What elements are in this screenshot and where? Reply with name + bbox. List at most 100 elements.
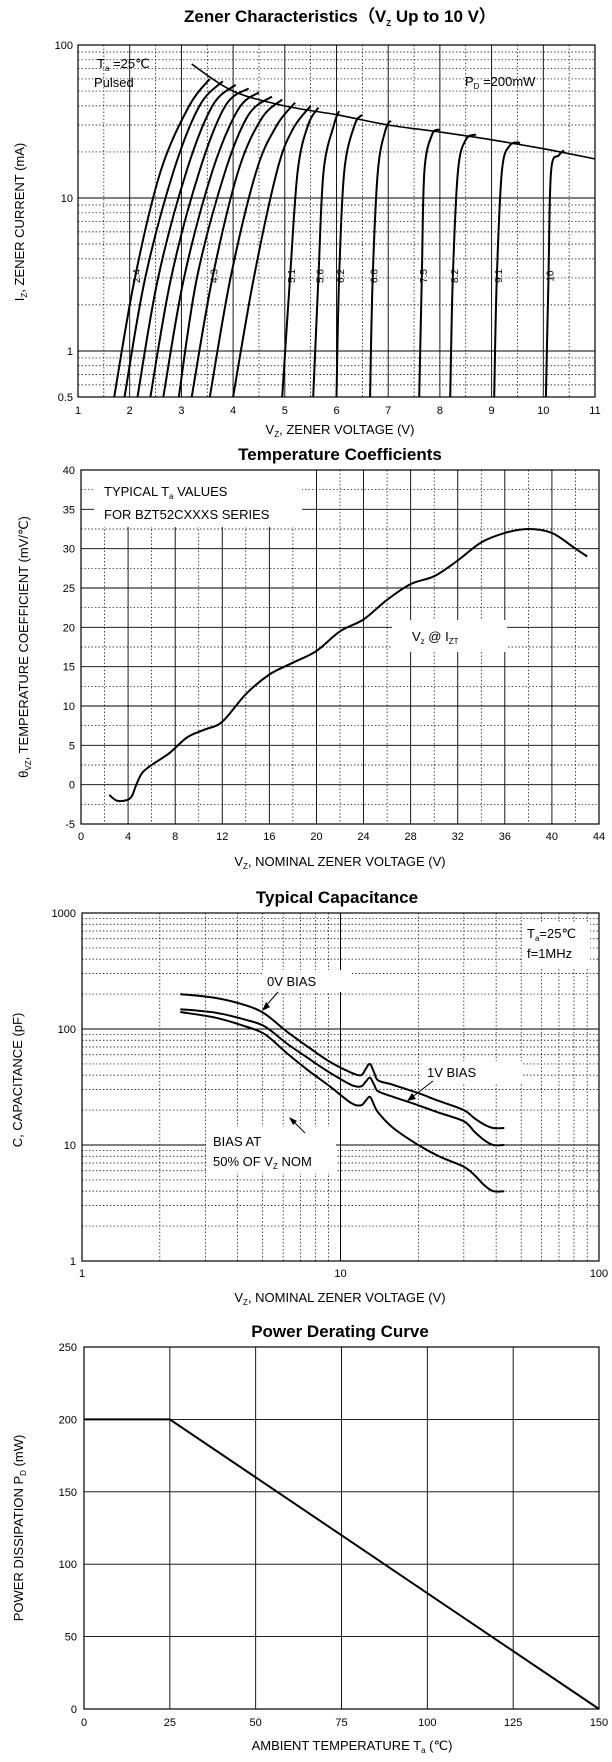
x-tick-label: 75 (335, 1717, 347, 1729)
x-tick-label: 4 (125, 831, 131, 843)
zener-curve (162, 91, 260, 398)
curve-label: 4.3 (209, 269, 220, 283)
zener-curve (177, 95, 273, 398)
chart3-half-bias-label-line1: BIAS AT (213, 1134, 261, 1149)
x-tick-label: 20 (310, 831, 322, 843)
capacitance-curve (180, 993, 505, 1130)
typical-capacitance-chart: Typical Capacitance 1 10 100 1000 100 10 1 Ta=… (10, 888, 608, 1307)
x-tick-label: 6 (333, 405, 339, 417)
y-tick-label: 0.5 (58, 392, 73, 404)
chart1-pulsed-annotation: Pulsed (94, 75, 134, 90)
chart3-half-bias-arrowhead (289, 1117, 297, 1125)
x-tick-label: 8 (172, 831, 178, 843)
x-tick-label: 5 (282, 405, 288, 417)
x-tick-label: 50 (250, 1717, 262, 1729)
x-tick-label: 150 (590, 1717, 608, 1729)
y-tick-label: 40 (63, 465, 75, 477)
chart3-zero-bias-arrowhead (262, 1002, 270, 1011)
zener-curve (281, 107, 320, 398)
chart2-typical-annotation: TYPICAL Ta VALUES (104, 484, 228, 501)
chart3-one-bias-arrowhead (407, 1093, 416, 1101)
x-tick-label: 2 (127, 405, 133, 417)
x-tick-label: 11 (589, 405, 600, 417)
chart3-grid (82, 913, 599, 1261)
y-tick-label: 10 (64, 1140, 76, 1152)
x-tick-label: 8 (437, 405, 443, 417)
chart2-title: Temperature Coefficients (238, 445, 442, 464)
chart2-series-annotation: FOR BZT52CXXXS SERIES (104, 507, 270, 522)
x-tick-label: 100 (590, 1268, 608, 1280)
x-tick-label: 3 (178, 405, 184, 417)
chart3-series (180, 993, 505, 1193)
zener-curve (190, 98, 283, 398)
chart3-one-bias-background (422, 1061, 522, 1083)
x-tick-label: 40 (546, 831, 558, 843)
x-tick-label: 32 (452, 831, 464, 843)
chart4-frame (83, 1346, 600, 1710)
x-tick-label: 7 (385, 405, 391, 417)
x-tick-label: 4 (230, 405, 236, 417)
chart2-y-axis-label: θVZ, TEMPERATURE COEFFICIENT (mV/℃) (16, 516, 33, 778)
x-tick-label: 44 (593, 831, 605, 843)
chart3-x-axis-label: VZ, NOMINAL ZENER VOLTAGE (V) (234, 1290, 445, 1307)
chart4-title: Power Derating Curve (251, 1322, 429, 1341)
chart1-title: Zener Characteristics（VZ Up to 10 V） (184, 6, 496, 28)
x-tick-label: 16 (263, 831, 275, 843)
chart1-ta-annotation: Ta =25℃ (97, 56, 150, 73)
zener-curve (449, 133, 477, 398)
chart4-series (84, 1418, 600, 1710)
chart2-frame (80, 469, 600, 825)
zener-curve (208, 101, 296, 398)
y-tick-label: 0 (69, 780, 75, 792)
curve-label: 10 (546, 270, 557, 282)
zener-characteristics-chart: Zener Characteristics（VZ Up to 10 V） 2.4… (12, 6, 601, 439)
x-tick-label: 10 (334, 1268, 346, 1280)
zener-curve (493, 141, 521, 398)
chart2-vz-iz-annotation: Vz @ IZT (412, 629, 459, 646)
derating-curve (84, 1418, 600, 1710)
x-tick-label: 0 (78, 831, 84, 843)
zener-curve (544, 149, 565, 398)
chart2-series (108, 527, 588, 802)
temp-coefficient-curve (108, 527, 588, 802)
y-tick-label: 100 (55, 40, 73, 52)
chart3-zero-bias-background (262, 970, 352, 992)
chart2-annotation-background (392, 620, 507, 652)
curve-label: 5.6 (315, 269, 326, 283)
zener-curve (335, 113, 364, 398)
y-tick-label: 10 (61, 193, 73, 205)
y-tick-label: 200 (59, 1414, 77, 1426)
y-tick-label: 15 (63, 662, 75, 674)
chart1-x-axis-label: VZ, ZENER VOLTAGE (V) (266, 422, 415, 439)
curve-label: 9.1 (494, 269, 505, 283)
chart1-frame (77, 44, 596, 398)
power-derating-chart: Power Derating Curve 0 25 50 75 100 125 150 0 50… (11, 1322, 608, 1755)
x-tick-label: 10 (537, 405, 549, 417)
zener-curve (232, 105, 312, 398)
y-tick-label: 1 (67, 346, 73, 358)
y-tick-label: 100 (59, 1559, 77, 1571)
chart2-grid (81, 470, 599, 824)
x-tick-label: 36 (499, 831, 511, 843)
y-tick-label: 50 (65, 1632, 77, 1644)
zener-curve (149, 87, 250, 398)
y-tick-label: 5 (69, 740, 75, 752)
chart3-one-bias-leader (410, 1080, 434, 1099)
chart3-ta-annotation: Ta=25℃ (527, 926, 576, 943)
chart3-frequency-annotation: f=1MHz (527, 946, 572, 961)
y-tick-label: 100 (58, 1024, 76, 1036)
y-tick-label: -5 (65, 819, 75, 831)
curve-label: 7.5 (419, 269, 430, 283)
zener-curve (369, 120, 392, 398)
chart1-grid (78, 45, 595, 397)
y-tick-label: 0 (71, 1704, 77, 1716)
y-tick-label: 10 (63, 701, 75, 713)
curve-label: 6.8 (370, 269, 381, 283)
chart4-grid (84, 1347, 599, 1709)
chart2-legend-background (94, 470, 302, 527)
x-tick-label: 28 (405, 831, 417, 843)
chart3-tick-labels: 1 10 100 1000 100 10 1 (52, 908, 609, 1280)
